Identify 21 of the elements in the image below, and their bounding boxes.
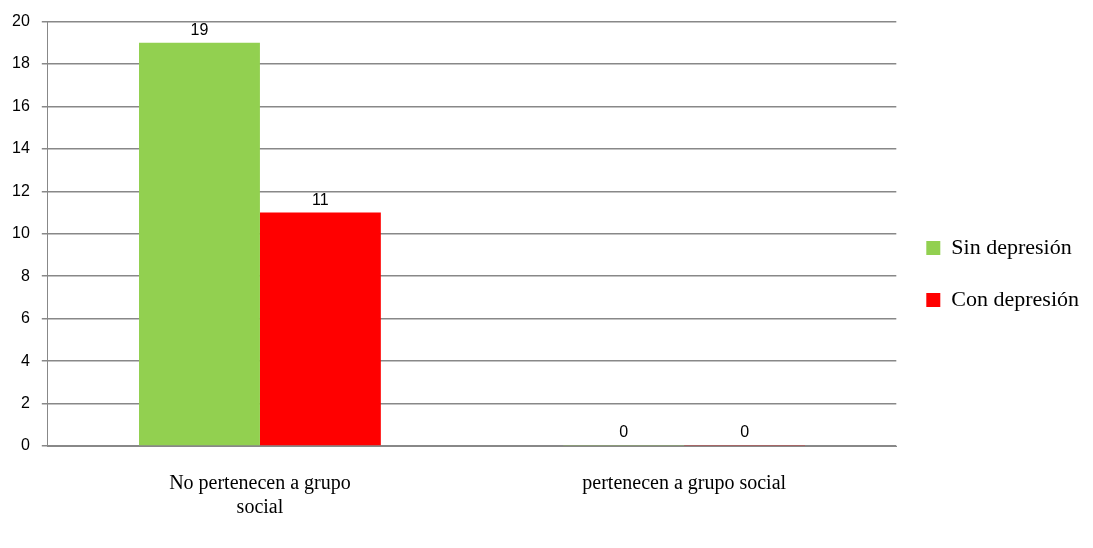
data-label: 0: [619, 423, 629, 441]
legend-label: Sin depresión: [951, 233, 1072, 259]
y-tick-label: 8: [20, 266, 30, 284]
x-tick-label: No pertenecen a grupo social: [169, 471, 351, 518]
y-tick-label: 12: [12, 181, 30, 199]
legend-label: Con depresión: [951, 285, 1079, 311]
bar: [259, 212, 381, 446]
y-tick-label: 2: [20, 393, 30, 411]
y-tick-label: 6: [20, 309, 30, 327]
x-tick-label: pertenecen a grupo social: [582, 471, 787, 495]
data-label: 19: [190, 21, 209, 39]
data-label: 0: [740, 423, 750, 441]
y-tick-label: 4: [20, 351, 30, 369]
y-tick-label: 0: [20, 436, 30, 454]
y-tick-label: 10: [12, 224, 30, 242]
y-tick-label: 20: [12, 12, 30, 30]
y-tick-label: 16: [12, 96, 30, 114]
data-label: 11: [312, 190, 329, 208]
bar: [139, 42, 260, 446]
y-tick-label: 18: [12, 54, 30, 72]
y-tick-label: 14: [12, 139, 30, 157]
